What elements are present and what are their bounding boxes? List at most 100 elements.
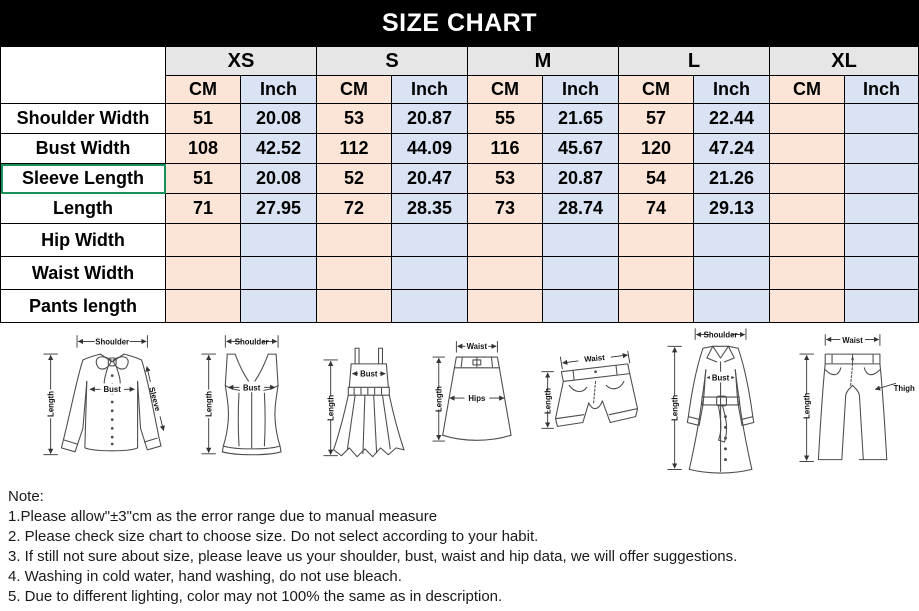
cell xyxy=(618,256,695,290)
cell: 22.44 xyxy=(693,103,771,134)
cell xyxy=(240,223,317,257)
cell xyxy=(240,289,317,323)
corner-cell xyxy=(0,46,166,104)
cell xyxy=(467,223,543,257)
cell xyxy=(769,256,846,290)
unit-header-inch: Inch xyxy=(391,75,468,104)
unit-header-inch: Inch xyxy=(844,75,919,104)
note-item: 4. Washing in cold water, hand washing, … xyxy=(8,568,402,585)
cell: 42.52 xyxy=(240,133,317,164)
skirt-diagram: Waist Length Hips xyxy=(432,340,512,442)
cell: 29.13 xyxy=(693,193,771,224)
cell xyxy=(693,289,771,323)
title-bar: SIZE CHART xyxy=(0,0,919,46)
cell: 55 xyxy=(467,103,543,134)
note-item: 3. If still not sure about size, please … xyxy=(8,548,738,565)
unit-header-row: CM Inch CM Inch CM Inch CM Inch CM Inch xyxy=(1,75,919,104)
cell xyxy=(693,223,771,257)
size-header-s: S xyxy=(316,46,468,76)
cell xyxy=(316,289,392,323)
cell xyxy=(769,289,846,323)
cell xyxy=(391,289,468,323)
cell xyxy=(769,163,846,194)
row-label: Bust Width xyxy=(0,133,166,164)
unit-header-cm: CM xyxy=(467,75,543,104)
cell xyxy=(769,223,846,257)
note-item: 1.Please allow"±3"cm as the error range … xyxy=(8,508,438,525)
cell: 112 xyxy=(316,133,392,164)
waist-label: Waist xyxy=(466,342,487,351)
size-header-l: L xyxy=(618,46,771,76)
table-row: Length 71 27.95 72 28.35 73 28.74 74 29.… xyxy=(0,193,919,224)
cell: 51 xyxy=(165,163,241,194)
unit-header-cm: CM xyxy=(618,75,695,104)
cell xyxy=(769,193,846,224)
cell xyxy=(467,256,543,290)
table-row: Bust Width 108 42.52 112 44.09 116 45.67… xyxy=(0,133,919,164)
row-label: Hip Width xyxy=(0,223,166,257)
note-item: 5. Due to different lighting, color may … xyxy=(8,588,503,605)
table-row: Waist Width xyxy=(0,256,919,290)
length-label: Length xyxy=(544,388,553,414)
cell xyxy=(165,256,241,290)
cell xyxy=(316,256,392,290)
length-label: Length xyxy=(47,390,56,416)
waist-label: Waist xyxy=(584,353,606,364)
coat-diagram: Shoulder Length Bust xyxy=(667,328,755,474)
pants-diagram: Waist Length Thigh xyxy=(799,334,915,463)
cell: 74 xyxy=(618,193,695,224)
unit-header-inch: Inch xyxy=(541,75,620,104)
cell xyxy=(844,163,919,194)
cell: 71 xyxy=(165,193,241,224)
cell: 51 xyxy=(165,103,241,134)
sleeve-label: Sleeve xyxy=(147,386,162,413)
cell: 28.35 xyxy=(391,193,468,224)
table-row: Pants length xyxy=(0,289,919,323)
length-label: Length xyxy=(327,394,336,420)
thigh-label: Thigh xyxy=(894,384,915,393)
table-row: Sleeve Length 51 20.08 52 20.47 53 20.87… xyxy=(0,163,919,194)
size-chart-table: XS S M L XL CM Inch CM Inch CM Inch CM I… xyxy=(0,46,919,323)
shoulder-label: Shoulder xyxy=(703,330,737,339)
cell: 27.95 xyxy=(240,193,317,224)
cell xyxy=(844,223,919,257)
cell xyxy=(769,103,846,134)
length-label: Length xyxy=(670,395,679,421)
blouse-diagram: Shoulder Length Bust Sleeve xyxy=(43,334,165,455)
hips-label: Hips xyxy=(468,394,486,403)
cell: 52 xyxy=(316,163,392,194)
length-label: Length xyxy=(434,386,443,412)
cell: 116 xyxy=(467,133,543,164)
cell: 73 xyxy=(467,193,543,224)
cell xyxy=(769,133,846,164)
unit-header-cm: CM xyxy=(316,75,392,104)
cell: 21.65 xyxy=(541,103,620,134)
slip-dress-diagram: Length Bust xyxy=(323,347,405,457)
cell: 57 xyxy=(618,103,695,134)
cell: 53 xyxy=(316,103,392,134)
cell xyxy=(618,223,695,257)
cell xyxy=(844,289,919,323)
bust-label: Bust xyxy=(243,383,261,392)
unit-header-cm: CM xyxy=(769,75,846,104)
size-header-xl: XL xyxy=(769,46,919,76)
cell xyxy=(693,256,771,290)
cell: 21.26 xyxy=(693,163,771,194)
shorts-diagram: Waist Length xyxy=(541,350,639,429)
cell xyxy=(240,256,317,290)
notes-heading: Note: xyxy=(8,488,44,505)
size-header-row: XS S M L XL xyxy=(0,46,919,104)
table-row: Shoulder Width 51 20.08 53 20.87 55 21.6… xyxy=(0,103,919,134)
unit-header-cm: CM xyxy=(165,75,241,104)
length-label: Length xyxy=(204,390,213,416)
cell xyxy=(844,133,919,164)
cell: 120 xyxy=(618,133,695,164)
corset-top-diagram: Shoulder Length Bust xyxy=(200,334,282,455)
cell: 20.87 xyxy=(541,163,620,194)
bust-label: Bust xyxy=(360,369,378,378)
cell xyxy=(844,193,919,224)
unit-header-inch: Inch xyxy=(693,75,771,104)
cell: 20.08 xyxy=(240,163,317,194)
cell xyxy=(165,289,241,323)
row-label: Waist Width xyxy=(0,256,166,290)
